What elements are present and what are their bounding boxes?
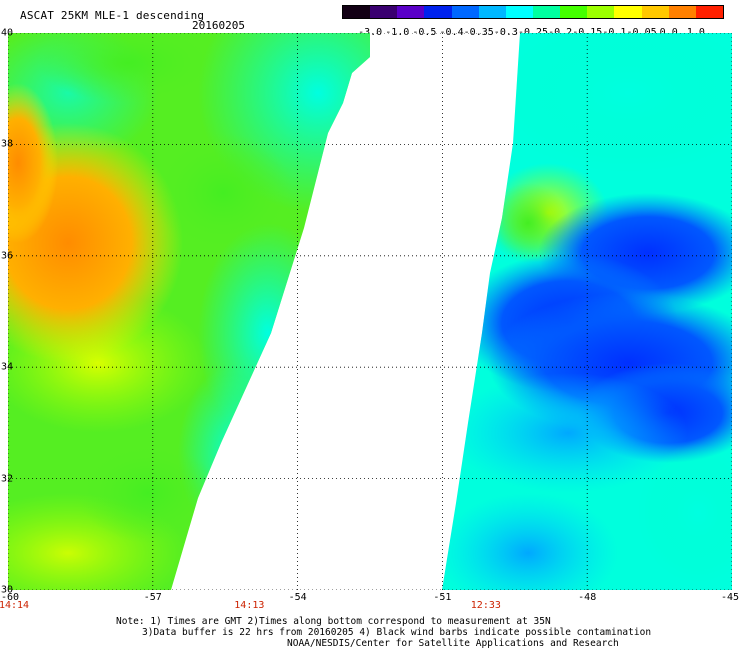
color-scale-bar: [342, 5, 724, 19]
latitude-tick-label: 30: [1, 584, 14, 596]
colorbar-segment: [505, 6, 534, 18]
wind-field-map: [8, 33, 732, 590]
latitude-tick-label: 40: [1, 27, 14, 39]
colorbar-segment: [424, 6, 453, 18]
colorbar-segment: [533, 6, 561, 18]
colorbar-label: 0.0: [659, 27, 678, 38]
note-line-2: 3)Data buffer is 22 hrs from 20160205 4)…: [142, 627, 652, 638]
swath-time-label: 14:13: [234, 600, 265, 611]
longitude-tick-label: -57: [143, 592, 162, 603]
colorbar-label: -3.0: [358, 27, 383, 38]
colorbar-segment: [587, 6, 615, 18]
left-swath: [8, 33, 370, 590]
color-scale-labels: -3.0 -1.0 -0.5 -0.4 -0.35 -0.3 -0.25 -0.2 -0.15-…: [0, 0, 740, 40]
swath-time-label: 12:33: [470, 600, 501, 611]
colorbar-segment: [451, 6, 480, 18]
latitude-tick-label: 38: [1, 138, 14, 150]
latitude-tick-label: 36: [1, 250, 14, 262]
colorbar-segment: [397, 6, 425, 18]
longitude-tick-label: -48: [578, 592, 597, 603]
note-line-3: NOAA/NESDIS/Center for Satellite Applica…: [287, 638, 619, 649]
lat-lon-grid: [8, 33, 732, 590]
colorbar-label: -0.05: [626, 27, 657, 38]
colorbar-label: -1.0: [385, 27, 410, 38]
colorbar-label: -0.5: [412, 27, 437, 38]
note-line-1: Note: 1) Times are GMT 2)Times along bot…: [116, 616, 551, 627]
longitude-tick-label: -54: [288, 592, 307, 603]
colorbar-segment: [695, 6, 724, 18]
colorbar-label: -0.25: [517, 27, 549, 38]
latitude-tick-label: 32: [1, 473, 14, 485]
right-swath: [442, 33, 732, 590]
longitude-tick-label: -60: [0, 592, 20, 603]
colorbar-label: -0.4: [439, 27, 464, 38]
colorbar-segment: [614, 6, 643, 18]
longitude-tick-label: -51: [433, 592, 452, 603]
colorbar-label: -0.3: [493, 27, 518, 38]
colorbar-segment: [478, 6, 507, 18]
colorbar-segment: [641, 6, 670, 18]
colorbar-label: 1.0: [686, 27, 705, 38]
colorbar-label: -0.2: [548, 27, 573, 38]
map-panel: [8, 33, 732, 590]
colorbar-segment: [668, 6, 697, 18]
colorbar-segment: [370, 6, 398, 18]
colorbar-label: -0.15: [572, 27, 603, 38]
colorbar-label: -0.1: [602, 27, 627, 38]
product-date: 20160205: [192, 19, 245, 32]
longitude-tick-label: -45: [720, 592, 740, 603]
colorbar-label: -0.35: [463, 27, 494, 38]
swath-time-label: 14:14: [0, 600, 30, 611]
latitude-tick-label: 34: [1, 361, 14, 373]
product-title: ASCAT 25KM MLE-1 descending: [20, 9, 205, 22]
colorbar-segment: [560, 6, 588, 18]
colorbar-segment: [343, 6, 371, 18]
